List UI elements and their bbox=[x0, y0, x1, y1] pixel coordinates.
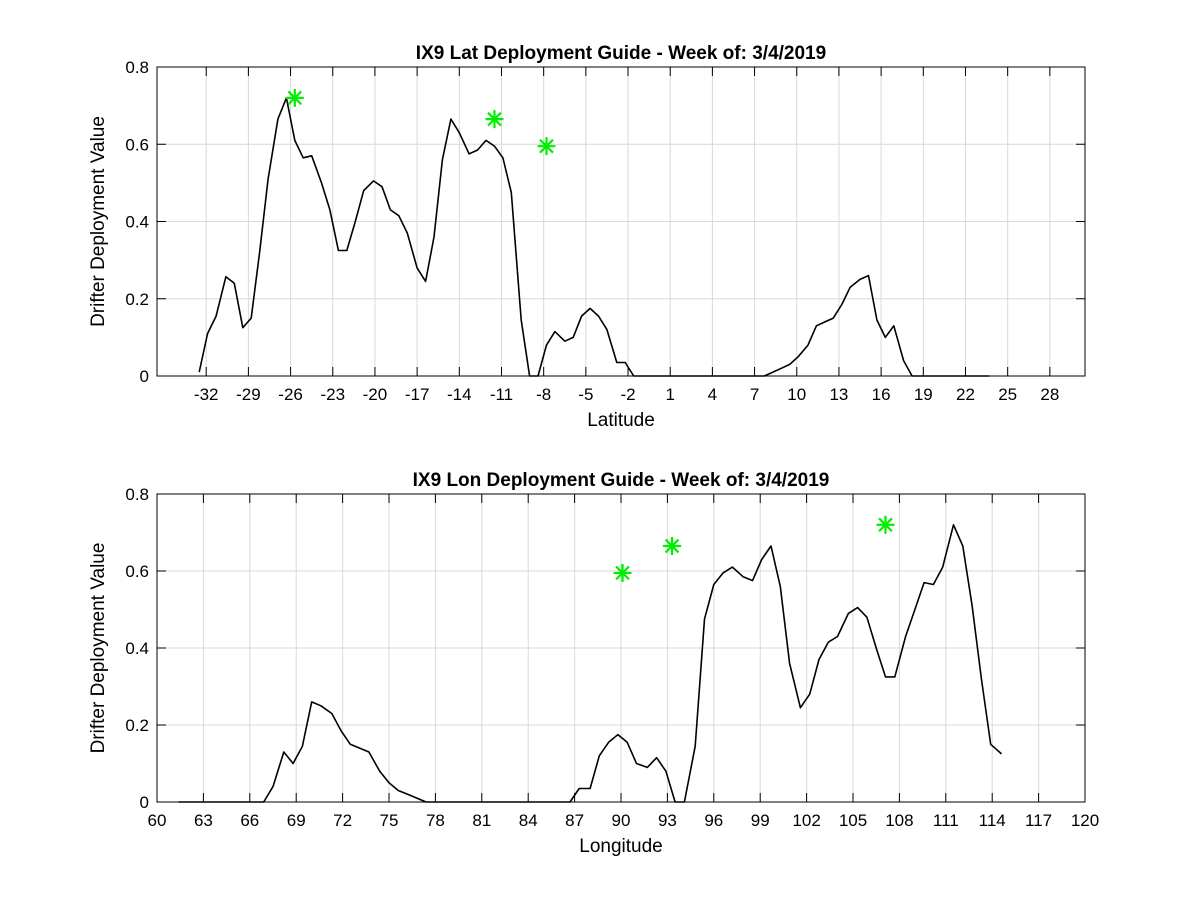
x-tick-label: 1 bbox=[665, 385, 674, 404]
y-tick-label: 0.4 bbox=[125, 213, 149, 232]
y-tick-label: 0 bbox=[140, 793, 149, 812]
x-tick-label: 63 bbox=[194, 811, 213, 830]
peak-marker bbox=[285, 88, 304, 107]
peak-marker bbox=[613, 563, 632, 582]
x-tick-label: 117 bbox=[1025, 811, 1052, 830]
x-tick-label: 22 bbox=[956, 385, 975, 404]
peak-marker bbox=[876, 515, 895, 534]
x-tick-label: 28 bbox=[1040, 385, 1059, 404]
y-tick-label: 0.2 bbox=[125, 290, 149, 309]
x-tick-label: -23 bbox=[320, 385, 345, 404]
x-tick-label: 78 bbox=[426, 811, 445, 830]
x-tick-label: 4 bbox=[708, 385, 717, 404]
x-tick-label: 108 bbox=[885, 811, 913, 830]
y-tick-label: 0.8 bbox=[125, 58, 149, 77]
chart-title: IX9 Lon Deployment Guide - Week of: 3/4/… bbox=[413, 470, 830, 491]
series-line bbox=[178, 523, 1003, 803]
y-tick-label: 0.6 bbox=[125, 562, 149, 581]
peak-marker bbox=[537, 137, 556, 156]
x-tick-label: 66 bbox=[240, 811, 259, 830]
x-axis-label: Latitude bbox=[587, 410, 655, 431]
x-tick-label: 105 bbox=[839, 811, 867, 830]
x-axis-label: Longitude bbox=[579, 836, 662, 857]
x-tick-label: 90 bbox=[612, 811, 631, 830]
x-tick-label: 99 bbox=[751, 811, 770, 830]
x-tick-label: 72 bbox=[333, 811, 352, 830]
chart-title: IX9 Lat Deployment Guide - Week of: 3/4/… bbox=[416, 43, 826, 64]
x-tick-label: -17 bbox=[405, 385, 430, 404]
x-tick-label: -2 bbox=[620, 385, 635, 404]
x-tick-label: 60 bbox=[148, 811, 167, 830]
lon-chart-panel: 60 63 66 69 72 75 78 81 84 87 90 93 96 99 102 105 108 111… bbox=[88, 470, 1099, 857]
series-line bbox=[198, 97, 990, 377]
y-tick-label: 0.4 bbox=[125, 639, 149, 658]
x-tick-label: 93 bbox=[658, 811, 677, 830]
x-tick-label: 25 bbox=[998, 385, 1017, 404]
x-tick-label: 75 bbox=[380, 811, 399, 830]
peak-marker bbox=[485, 110, 504, 129]
lat-chart-panel: -32 -29 -26 -23 -20 -17 -14 -11 -8 -5 -2 1 4 7 10 13 16 1… bbox=[88, 43, 1086, 431]
y-tick-label: 0 bbox=[140, 367, 149, 386]
x-tick-label: 19 bbox=[914, 385, 933, 404]
x-tick-label: -32 bbox=[194, 385, 219, 404]
x-tick-label: -5 bbox=[578, 385, 593, 404]
x-tick-label: 87 bbox=[565, 811, 584, 830]
y-tick-label: 0.2 bbox=[125, 716, 149, 735]
y-tick-label: 0.6 bbox=[125, 135, 149, 154]
x-tick-label: -29 bbox=[236, 385, 261, 404]
x-tick-label: 114 bbox=[979, 811, 1006, 830]
x-tick-label: 69 bbox=[287, 811, 306, 830]
x-tick-label: -20 bbox=[363, 385, 388, 404]
x-tick-label: 96 bbox=[704, 811, 723, 830]
x-tick-label: 10 bbox=[787, 385, 806, 404]
x-tick-label: -14 bbox=[447, 385, 472, 404]
x-tick-label: 81 bbox=[472, 811, 491, 830]
x-tick-label: 13 bbox=[829, 385, 848, 404]
x-tick-label: -11 bbox=[490, 385, 513, 404]
x-tick-label: 111 bbox=[933, 811, 959, 830]
x-tick-label: 16 bbox=[872, 385, 891, 404]
x-tick-label: 84 bbox=[519, 811, 538, 830]
x-tick-label: 120 bbox=[1071, 811, 1099, 830]
x-tick-label: 7 bbox=[750, 385, 759, 404]
y-axis-label: Drifter Deployment Value bbox=[88, 116, 109, 327]
x-tick-label: -26 bbox=[278, 385, 303, 404]
y-tick-label: 0.8 bbox=[125, 485, 149, 504]
y-axis-label: Drifter Deployment Value bbox=[88, 543, 109, 754]
x-tick-label: -8 bbox=[536, 385, 551, 404]
peak-marker bbox=[663, 536, 682, 555]
x-tick-label: 102 bbox=[792, 811, 820, 830]
